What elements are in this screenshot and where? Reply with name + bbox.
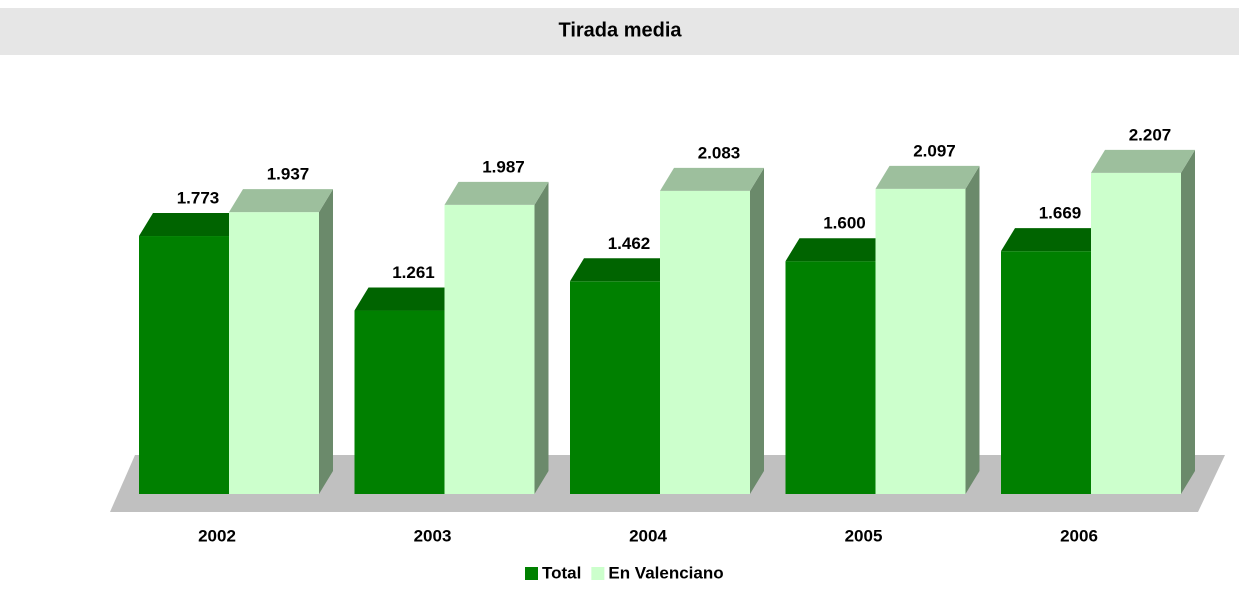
x-tick-label: 2002 (198, 526, 236, 545)
value-label: 2.083 (698, 143, 741, 162)
value-label: 1.669 (1039, 204, 1082, 223)
bar (570, 281, 660, 494)
bar (875, 188, 966, 494)
bar-top (1001, 228, 1105, 252)
bar (1091, 172, 1181, 494)
bar-side (750, 167, 764, 494)
bar (660, 190, 750, 494)
x-tick-label: 2004 (629, 526, 667, 545)
value-label: 1.773 (177, 189, 220, 208)
legend-label: En Valenciano (608, 563, 723, 582)
bar-top (354, 287, 459, 311)
bar (785, 261, 876, 494)
bar-side (965, 165, 980, 494)
bar (139, 236, 229, 494)
bar (444, 204, 535, 495)
bar-side (319, 189, 333, 494)
bar-top (875, 165, 980, 189)
bar-top (229, 189, 333, 213)
legend-label: Total (542, 563, 581, 582)
bar-side (1181, 149, 1195, 494)
value-label: 1.462 (608, 234, 651, 253)
bar (1001, 251, 1091, 494)
x-tick-label: 2005 (845, 526, 883, 545)
value-label: 1.261 (392, 263, 435, 282)
value-label: 2.207 (1129, 125, 1172, 144)
x-tick-label: 2006 (1060, 526, 1098, 545)
bar-top (444, 181, 549, 205)
value-label: 1.600 (823, 214, 866, 233)
legend-swatch (525, 567, 538, 580)
legend-swatch (591, 567, 605, 580)
bar-top (1091, 149, 1195, 173)
bar-top (139, 213, 243, 237)
x-tick-label: 2003 (414, 526, 452, 545)
bar-top (570, 258, 674, 282)
bar (229, 212, 319, 494)
bar-top (660, 167, 764, 191)
value-label: 1.987 (482, 157, 525, 176)
bar-side (534, 181, 549, 495)
title-band (0, 8, 1239, 55)
bar-top (785, 238, 890, 262)
chart-title: Tirada media (558, 19, 682, 41)
bar (354, 310, 445, 494)
value-label: 2.097 (913, 141, 956, 160)
value-label: 1.937 (267, 165, 310, 184)
